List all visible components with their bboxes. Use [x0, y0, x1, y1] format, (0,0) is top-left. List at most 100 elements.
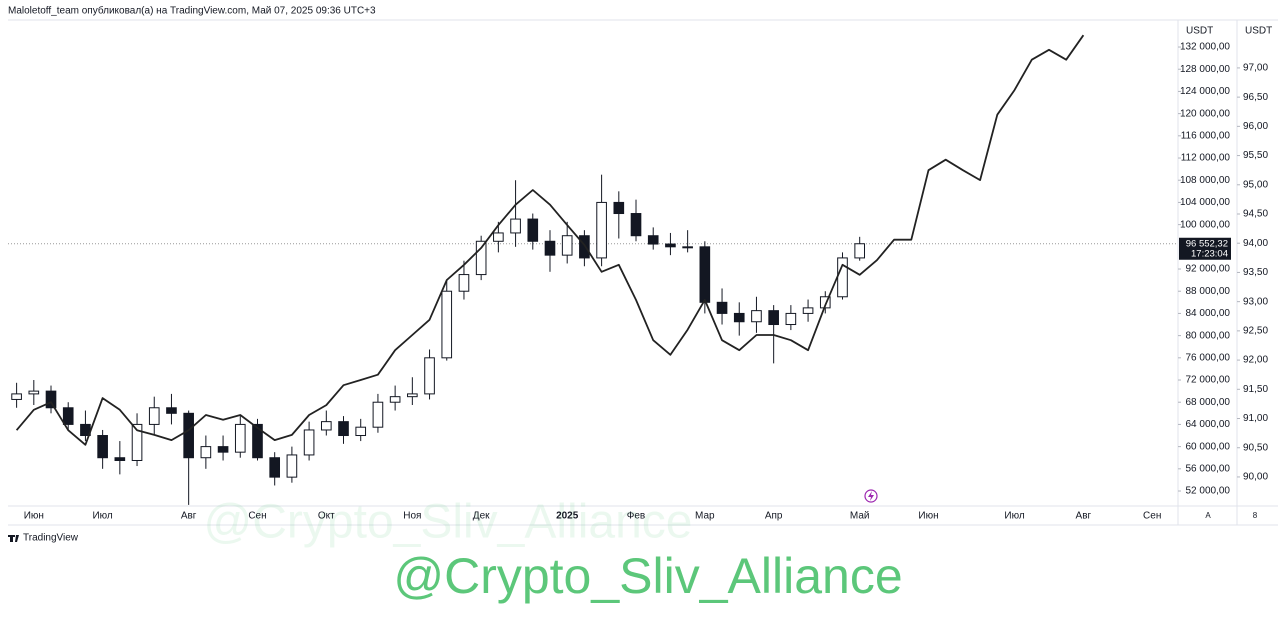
candle-body: [372, 401, 384, 428]
x-tick-label: Авг: [1076, 511, 1092, 522]
candle-body: [716, 301, 728, 314]
watermark: @Crypto_Sliv_Alliance: [393, 548, 902, 604]
y-tick-label: 128 000,00: [1180, 64, 1230, 75]
candle-body: [733, 312, 745, 323]
y2-tick-label: 96,00: [1243, 121, 1268, 132]
y-tick-label: 80 000,00: [1186, 330, 1231, 341]
y-tick-label: 72 000,00: [1186, 375, 1231, 386]
y-tick-label: 112 000,00: [1181, 153, 1231, 164]
candle-body: [338, 421, 349, 437]
x-tick-label: Фев: [627, 511, 645, 522]
y2-tick-label: 91,50: [1243, 384, 1268, 395]
x-tick-label: Июл: [1004, 511, 1024, 522]
candle-body: [148, 407, 160, 425]
countdown: 17:23:04: [1191, 248, 1228, 259]
y-tick-label: 124 000,00: [1180, 86, 1230, 97]
y2-tick-label: 91,00: [1243, 413, 1268, 424]
y2-tick-label: 90,00: [1243, 472, 1268, 483]
candle-body: [751, 310, 762, 323]
header: Maloletoff_team опубликовал(а) на Tradin…: [8, 5, 376, 17]
candle-body: [407, 393, 418, 398]
watermark-faint: @Crypto_Sliv_Alliance: [204, 496, 693, 549]
candle-body: [596, 201, 607, 259]
event-icon-bolt: [868, 491, 874, 501]
candle-body: [544, 240, 556, 256]
y2-tick-label: 94,00: [1243, 238, 1268, 249]
x-tick-label: Ноя: [403, 511, 421, 522]
x-tick-label: Апр: [765, 511, 783, 522]
candle-body: [200, 446, 212, 459]
y2-tick-label: 92,00: [1243, 355, 1268, 366]
y2-tick-label: 96,50: [1243, 92, 1268, 103]
y2-tick-label: 94,50: [1243, 209, 1268, 220]
x-tick-label: Мар: [695, 511, 715, 522]
brand-logo: [8, 535, 19, 542]
candle-body: [114, 457, 126, 461]
candle-body: [493, 232, 504, 242]
candle-body: [11, 393, 22, 400]
y2-tick-label: 95,50: [1243, 150, 1268, 161]
candle-body: [28, 390, 40, 395]
candle-body: [510, 218, 521, 234]
scale-button[interactable]: 8: [1253, 511, 1258, 520]
candle-body: [286, 454, 298, 478]
x-tick-label: Дек: [473, 511, 490, 522]
candle-body: [561, 235, 573, 256]
candle-body: [613, 201, 625, 215]
scale-button[interactable]: A: [1205, 511, 1211, 520]
y-tick-label: 88 000,00: [1186, 286, 1231, 297]
candle-body: [837, 257, 848, 298]
candle-body: [579, 235, 590, 259]
last-price-tag: [1179, 237, 1231, 260]
candle-body: [303, 429, 315, 456]
y-tick-label: 100 000,00: [1180, 219, 1230, 230]
candle-body: [682, 246, 693, 249]
candle-body: [97, 435, 108, 459]
x-tick-label: Сен: [248, 511, 266, 522]
candle-body: [854, 243, 866, 259]
candle-body: [699, 246, 711, 303]
y-tick-label: 68 000,00: [1186, 397, 1231, 408]
x-tick-label: Июн: [918, 511, 938, 522]
y-tick-label: 104 000,00: [1180, 197, 1230, 208]
candle-body: [647, 235, 659, 245]
x-tick-label: Окт: [318, 511, 335, 522]
x-tick-label: Июл: [92, 511, 112, 522]
x-tick-label: Авг: [181, 511, 197, 522]
y-tick-label: 132 000,00: [1180, 42, 1230, 53]
candle-body: [527, 218, 539, 242]
candle-body: [320, 421, 332, 431]
y-tick-label: 92 000,00: [1186, 264, 1231, 275]
candle-body: [389, 396, 401, 403]
y-axis-label: USDT: [1186, 26, 1213, 37]
candle-body: [62, 407, 74, 425]
y2-axis-label: USDT: [1245, 26, 1272, 37]
event-icon[interactable]: [864, 489, 878, 503]
y-tick-label: 64 000,00: [1186, 419, 1231, 430]
candle-body: [458, 274, 470, 292]
candle-body: [630, 213, 642, 237]
y-tick-label: 108 000,00: [1180, 175, 1230, 186]
candle-body: [819, 296, 831, 309]
candle-body: [166, 407, 177, 414]
candle-body: [252, 423, 263, 459]
y-tick-label: 60 000,00: [1186, 441, 1231, 452]
candle-body: [45, 390, 57, 409]
y2-tick-label: 90,50: [1243, 442, 1268, 453]
x-tick-label: Май: [850, 511, 870, 522]
candle-body: [234, 423, 246, 453]
y-tick-label: 84 000,00: [1186, 308, 1231, 319]
line-series: [15, 34, 1085, 446]
candle-body: [768, 310, 779, 326]
y2-tick-label: 92,50: [1243, 326, 1268, 337]
brand: TradingView: [23, 533, 79, 544]
candle-body: [269, 457, 281, 478]
candle-body: [785, 312, 797, 326]
x-tick-label: 2025: [556, 511, 579, 522]
y2-tick-label: 97,00: [1243, 63, 1268, 74]
y2-tick-label: 93,00: [1243, 296, 1268, 307]
y-tick-label: 120 000,00: [1180, 108, 1230, 119]
candle-body: [441, 290, 453, 359]
candle-body: [131, 423, 143, 461]
